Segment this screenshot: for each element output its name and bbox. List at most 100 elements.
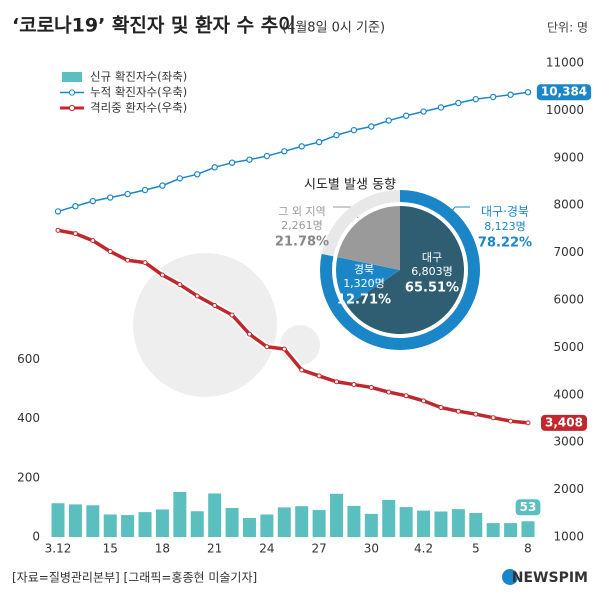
bar <box>451 509 465 537</box>
point <box>438 405 444 411</box>
y2-tick-label: 8000 <box>553 198 584 212</box>
y2-tick-label: 1000 <box>553 530 584 544</box>
y2-tick-label: 5000 <box>553 340 584 354</box>
point <box>264 344 270 350</box>
point <box>420 108 427 115</box>
point <box>473 411 479 417</box>
point <box>455 99 462 107</box>
point <box>212 302 218 308</box>
bar <box>382 499 396 537</box>
point <box>350 126 358 134</box>
point <box>142 260 148 266</box>
point <box>90 238 96 244</box>
point <box>246 331 252 337</box>
point <box>524 88 532 96</box>
data-label: 10,384 <box>541 85 587 99</box>
pie-title: 시도별 발생 동향 <box>304 178 396 193</box>
y2-tick-label: 11000 <box>546 56 584 70</box>
x-tick-label: 8 <box>524 542 532 556</box>
data-label: 53 <box>520 500 537 514</box>
slice-percent: 12.71% <box>337 293 391 308</box>
point <box>54 208 62 215</box>
point <box>159 272 165 278</box>
point <box>124 190 131 198</box>
ring-segment <box>321 190 400 257</box>
bar <box>504 523 518 537</box>
slice-percent: 21.78% <box>275 235 329 250</box>
slice-value: 6,803명 <box>411 265 453 278</box>
bar <box>155 509 169 537</box>
point <box>421 398 427 404</box>
point <box>508 418 514 424</box>
point <box>333 131 340 139</box>
point <box>368 384 374 390</box>
chart-title: ‘코로나19’ 확진자 및 환자 수 추이 <box>12 14 296 37</box>
slice-label: 대구 <box>422 251 442 264</box>
point <box>490 415 496 421</box>
bar <box>121 515 135 537</box>
x-tick-label: 27 <box>311 542 326 556</box>
bar <box>347 505 361 537</box>
y2-tick-label: 9000 <box>553 150 584 164</box>
x-tick-label: 30 <box>364 542 379 556</box>
point <box>525 420 531 426</box>
y2-tick-label: 6000 <box>553 293 584 307</box>
point <box>228 159 236 166</box>
bar <box>138 512 152 537</box>
unit-label: 단위: 명 <box>547 21 588 35</box>
point <box>177 282 183 288</box>
bar <box>68 504 82 537</box>
group-label: 대구·경북 <box>481 205 529 219</box>
point <box>298 143 305 150</box>
bar <box>190 511 204 537</box>
legend-swatch <box>68 89 76 96</box>
legend-swatch <box>62 72 82 82</box>
bar <box>330 493 344 537</box>
bar <box>260 514 274 537</box>
group-percent: 78.22% <box>478 236 532 251</box>
bar <box>434 511 448 537</box>
bar <box>51 503 65 537</box>
y-tick-label: 0 <box>32 530 40 544</box>
y2-tick-label: 10000 <box>546 103 584 117</box>
data-label-box <box>536 84 592 101</box>
point <box>299 367 305 373</box>
y-tick-label: 200 <box>17 470 40 484</box>
bar <box>242 518 256 537</box>
bar <box>469 513 483 537</box>
point <box>402 112 410 119</box>
group-value: 8,123명 <box>484 220 526 233</box>
slice-percent: 65.51% <box>405 281 459 296</box>
point <box>351 382 357 388</box>
bar <box>277 507 291 537</box>
point <box>403 393 409 399</box>
point <box>194 293 200 299</box>
legend-label: 누적 확진자수(우축) <box>90 85 187 99</box>
y-tick-label: 400 <box>17 411 40 425</box>
legend-swatch <box>68 104 76 112</box>
source: [자료=질병관리본부] [그래픽=홍종현 미술기자] <box>12 571 257 585</box>
x-tick-label: 5 <box>472 542 480 556</box>
bar <box>295 506 309 537</box>
point <box>107 194 114 201</box>
point <box>107 248 113 254</box>
point <box>141 186 149 194</box>
point <box>89 197 97 205</box>
pie-slice <box>337 206 400 270</box>
bar <box>399 507 413 537</box>
brand-icon <box>502 569 518 585</box>
point <box>211 164 218 171</box>
point <box>437 104 445 111</box>
point <box>368 123 375 130</box>
x-tick-label: 24 <box>259 542 274 556</box>
point <box>159 182 166 189</box>
point <box>176 175 184 182</box>
point <box>246 156 253 163</box>
bar <box>208 493 222 537</box>
bar <box>86 505 100 537</box>
point <box>455 408 461 414</box>
y2-tick-label: 3000 <box>553 435 584 449</box>
point <box>334 379 340 385</box>
